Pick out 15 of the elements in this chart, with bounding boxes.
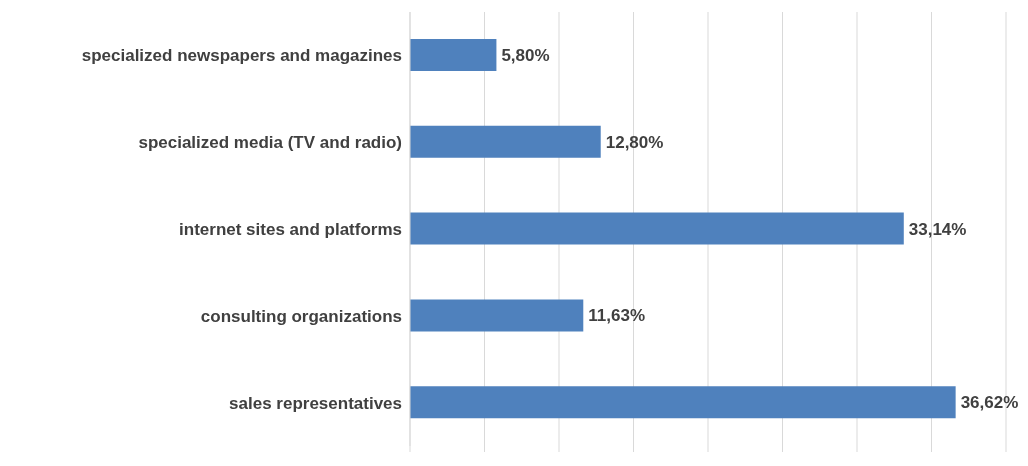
bar [410, 212, 904, 245]
bar [410, 386, 956, 419]
y-tick-label: consulting organizations [200, 306, 402, 326]
y-tick-label: specialized media (TV and radio) [138, 133, 402, 153]
y-tick-label: internet sites and platforms [179, 220, 402, 240]
data-label: 5,80% [501, 46, 550, 66]
data-label: 12,80% [605, 132, 664, 152]
bar [410, 39, 497, 71]
bar [410, 125, 601, 158]
y-tick-label: sales representatives [229, 393, 402, 413]
data-label: 36,62% [960, 393, 1019, 413]
y-tick-label: specialized newspapers and magazines [81, 46, 402, 66]
data-label: 33,14% [908, 219, 967, 239]
data-label: 11,63% [588, 306, 646, 326]
bar [410, 299, 584, 332]
